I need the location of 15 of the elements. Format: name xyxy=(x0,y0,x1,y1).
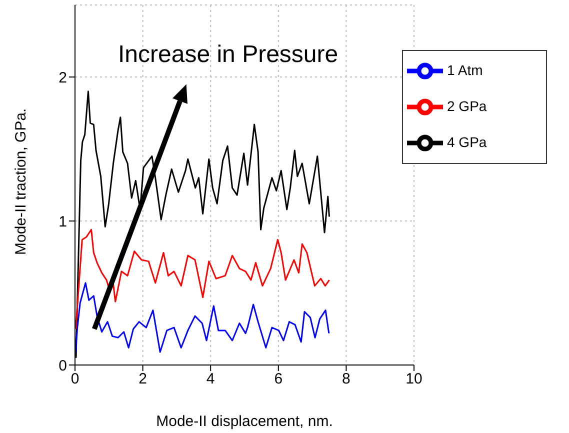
y-tick-label: 0 xyxy=(58,357,67,374)
x-tick-label: 6 xyxy=(274,370,283,388)
legend-label: 4 GPa xyxy=(447,134,487,150)
x-tick-label: 2 xyxy=(138,370,147,388)
legend-label: 2 GPa xyxy=(447,98,487,114)
x-axis-title: Mode-II displacement, nm. xyxy=(156,413,333,430)
y-tick-label: 2 xyxy=(58,69,67,86)
x-tick-label: 0 xyxy=(70,370,80,388)
annotation: Increase in Pressure xyxy=(118,41,338,68)
legend-label: 1 Atm xyxy=(447,62,483,78)
x-tick-label: 4 xyxy=(206,370,215,388)
y-tick-label: 1 xyxy=(58,213,67,230)
y-axis-title: Mode-II traction, GPa. xyxy=(12,108,30,255)
x-tick-label: 10 xyxy=(406,370,422,388)
x-tick-label: 8 xyxy=(342,370,350,388)
